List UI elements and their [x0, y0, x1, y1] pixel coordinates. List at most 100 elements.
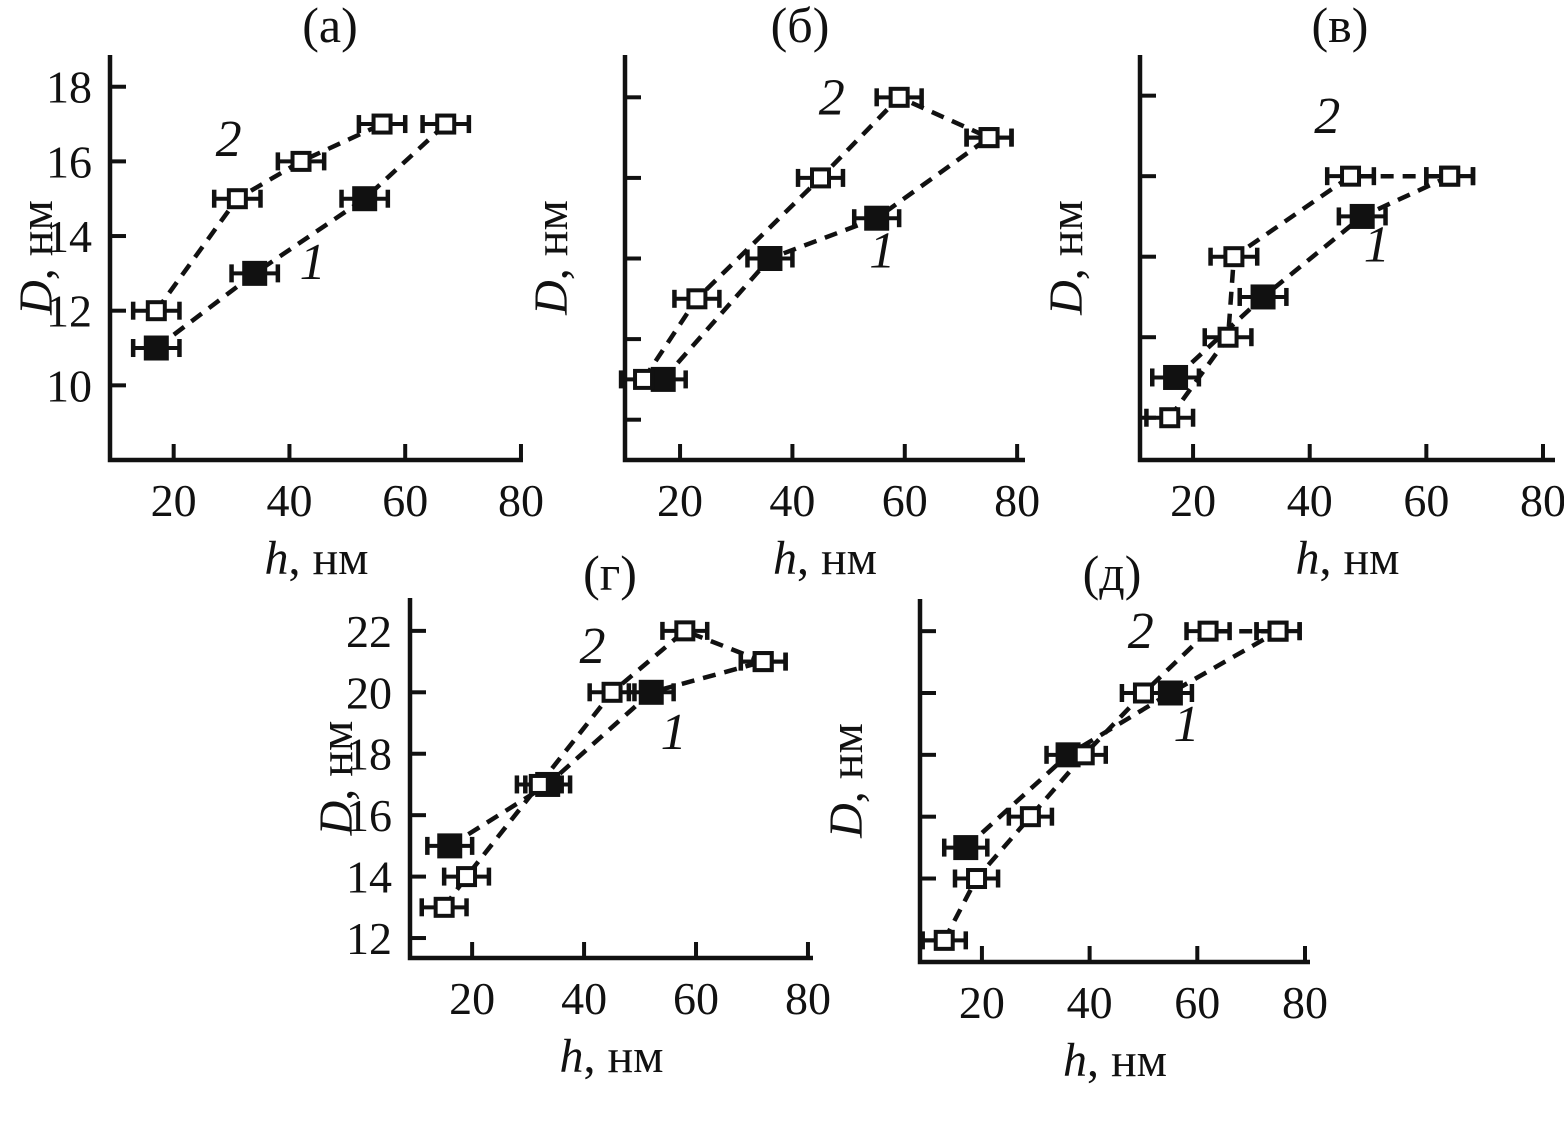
series-2-point-open-square — [633, 368, 655, 390]
axis-ticks — [625, 95, 1020, 460]
series-2-label: 2 — [216, 111, 242, 168]
series-2-label: 2 — [1128, 603, 1154, 660]
series-2-label: 2 — [819, 69, 845, 126]
series-1-point-filled-square — [242, 260, 268, 286]
series-1-label: 1 — [869, 222, 895, 279]
axes-spines — [1137, 55, 1555, 463]
x-tick-label: 60 — [882, 475, 928, 526]
series-2-point-open-square — [1197, 620, 1219, 642]
y-axis-label: D, нм — [310, 721, 363, 837]
axis-ticks — [1140, 93, 1545, 460]
series-1-point-filled-square — [650, 366, 676, 392]
x-axis-label: h, нм — [773, 532, 877, 585]
series-1-point-filled-square — [1157, 680, 1183, 706]
axes-spines — [622, 55, 1025, 463]
y-tick-label: 18 — [46, 62, 92, 113]
x-tick-label: 40 — [561, 973, 607, 1024]
y-tick-label: 22 — [346, 606, 392, 657]
x-tick-label: 20 — [449, 973, 495, 1024]
panel-title: (а) — [302, 0, 358, 53]
panel-title: (г) — [583, 545, 637, 601]
series-1-label: 1 — [300, 234, 326, 291]
y-tick-label: 12 — [346, 913, 392, 964]
series-2-point-open-square — [1223, 246, 1245, 268]
series-1-point-filled-square — [1349, 203, 1375, 229]
y-axis-label: D, нм — [1040, 200, 1093, 316]
series-1-point-filled-square — [953, 835, 979, 861]
x-tick-label: 40 — [1067, 977, 1113, 1028]
series-2-point-open-square — [371, 113, 393, 135]
series-1-label: 1 — [1364, 217, 1390, 274]
y-axis-label: D, нм — [525, 200, 578, 316]
y-axis-label: D, нм — [10, 200, 63, 316]
series-2-line — [942, 628, 1279, 942]
series-1-point-open-square — [435, 113, 457, 135]
series-2-point-open-square — [1267, 620, 1289, 642]
x-axis-label: h, нм — [559, 1030, 663, 1083]
series-2-point-open-square — [933, 929, 955, 951]
axes-spines — [407, 598, 813, 961]
series-2-point-open-square — [1019, 806, 1041, 828]
series-2-point-open-square — [290, 150, 312, 172]
error-bars — [920, 622, 1302, 950]
axis-ticks — [920, 629, 1307, 962]
series-2-point-open-square — [1073, 744, 1095, 766]
series-1-line — [154, 122, 448, 350]
x-tick-label: 60 — [382, 475, 428, 526]
panel-d: 20 40 60 80 h, нм D, нм (д) 12 — [820, 545, 1328, 1087]
series-1-label: 1 — [661, 704, 687, 761]
series-2-point-open-square — [752, 651, 774, 673]
y-tick-label: 16 — [346, 790, 392, 841]
series-2-point-open-square — [686, 288, 708, 310]
y-tick-label: 18 — [346, 729, 392, 780]
axis-ticks — [110, 84, 523, 460]
series-2-point-open-square — [456, 866, 478, 888]
series-2-line — [154, 122, 384, 313]
series-2-label: 2 — [1314, 88, 1340, 145]
y-tick-label: 14 — [346, 852, 392, 903]
series-2-point-open-square — [674, 620, 696, 642]
panel-g: 12 14 16 18 20 22 20 40 60 80 h, нм D, нм (г) 12 — [310, 545, 831, 1083]
series-2-label: 2 — [579, 618, 605, 675]
y-tick-label: 10 — [46, 360, 92, 411]
series-2-point-open-square — [888, 86, 910, 108]
series-2-point-open-square — [978, 127, 1000, 149]
panel-title: (в) — [1312, 0, 1369, 53]
x-tick-label: 60 — [673, 973, 719, 1024]
series-2-point-open-square — [810, 167, 832, 189]
series-1-point-filled-square — [1250, 284, 1276, 310]
series-2-point-open-square — [1439, 165, 1461, 187]
x-tick-label: 80 — [994, 475, 1040, 526]
series-2-point-open-square — [226, 188, 248, 210]
series-1-point-filled-square — [1163, 364, 1189, 390]
x-tick-label: 40 — [769, 475, 815, 526]
axis-ticks — [410, 628, 810, 958]
panel-b: 20 40 60 80 h, нм D, нм (б) 1 2 — [525, 0, 1040, 585]
series-2-point-open-square — [1159, 407, 1181, 429]
y-tick-label: 12 — [46, 286, 92, 337]
series-2-point-open-square — [1132, 682, 1154, 704]
x-tick-label: 60 — [1403, 475, 1449, 526]
series-1-line — [964, 629, 1280, 850]
series-2-point-open-square — [1340, 165, 1362, 187]
series-1-point-filled-square — [143, 335, 169, 361]
panel-v: 20 40 60 80 h, нм D, нм (в) 1 2 — [1040, 0, 1564, 585]
series-2-point-open-square — [1217, 326, 1239, 348]
x-axis-label: h, нм — [264, 532, 368, 585]
series-2-point-open-square — [145, 300, 167, 322]
series-2-point-open-square — [966, 868, 988, 890]
x-tick-label: 80 — [785, 973, 831, 1024]
panel-title: (д) — [1083, 545, 1142, 601]
series-1-point-filled-square — [864, 205, 890, 231]
x-axis-label: h, нм — [1295, 532, 1399, 585]
y-tick-label: 20 — [346, 667, 392, 718]
panel-title: (б) — [771, 0, 830, 53]
series-1-point-filled-square — [757, 246, 783, 272]
series-1-point-filled-square — [437, 833, 463, 859]
x-tick-label: 80 — [1520, 475, 1564, 526]
series-1-point-filled-square — [638, 679, 664, 705]
series-2-point-open-square — [601, 681, 623, 703]
x-tick-label: 60 — [1174, 977, 1220, 1028]
